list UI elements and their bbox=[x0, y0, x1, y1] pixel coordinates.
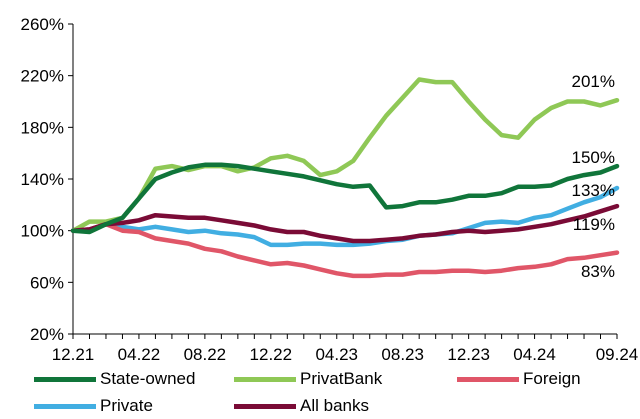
legend-swatch-state-owned bbox=[34, 376, 96, 382]
y-tick-label: 180% bbox=[21, 118, 64, 137]
series-lines bbox=[70, 77, 620, 279]
series-line-state-owned bbox=[70, 162, 620, 235]
x-axis: 12.21 04.22 08.22 12.22 04.23 08.23 12.23 04.24… bbox=[52, 333, 639, 364]
x-tick-label: 04.24 bbox=[513, 345, 556, 364]
x-tick-label: 04.22 bbox=[118, 345, 161, 364]
legend-label-foreign: Foreign bbox=[523, 369, 581, 388]
x-tick-label: 12.21 bbox=[52, 345, 95, 364]
legend-swatch-all-banks bbox=[234, 403, 296, 409]
x-tick-label: 04.23 bbox=[315, 345, 358, 364]
end-label-all-banks: 119% bbox=[573, 215, 615, 234]
legend-swatch-foreign bbox=[457, 376, 519, 382]
legend-item-state-owned: State-owned bbox=[34, 368, 195, 390]
y-axis: 20% 60% 100% 140% 180% 220% 260% bbox=[21, 15, 74, 344]
legend-swatch-privatbank bbox=[234, 376, 296, 382]
y-tick-label: 140% bbox=[21, 170, 64, 189]
series-line-private bbox=[70, 185, 620, 248]
series-line-privatbank bbox=[70, 77, 620, 233]
legend-item-private: Private bbox=[34, 395, 153, 417]
end-label-state-owned: 150% bbox=[572, 148, 615, 167]
end-label-foreign: 83% bbox=[581, 262, 615, 281]
series-line-all-banks bbox=[70, 203, 620, 244]
legend-label-all-banks: All banks bbox=[300, 396, 369, 415]
legend-item-foreign: Foreign bbox=[457, 368, 581, 390]
y-tick-label: 220% bbox=[21, 67, 64, 86]
x-tick-label: 09.24 bbox=[596, 345, 639, 364]
x-tick-label: 08.22 bbox=[184, 345, 227, 364]
x-tick-label: 12.22 bbox=[250, 345, 293, 364]
legend-swatch-private bbox=[34, 403, 96, 409]
y-tick-label: 260% bbox=[21, 15, 64, 34]
series-line-foreign bbox=[70, 221, 620, 279]
x-tick-label: 12.23 bbox=[447, 345, 490, 364]
legend-label-privatbank: PrivatBank bbox=[300, 369, 383, 388]
legend-item-all-banks: All banks bbox=[234, 395, 369, 417]
legend-label-private: Private bbox=[100, 396, 153, 415]
legend-label-state-owned: State-owned bbox=[100, 369, 196, 388]
legend-item-privatbank: PrivatBank bbox=[234, 368, 382, 390]
end-label-private: 133% bbox=[572, 181, 615, 200]
legend: State-owned PrivatBank Foreign Private A… bbox=[0, 368, 640, 419]
y-tick-label: 60% bbox=[30, 273, 64, 292]
y-tick-label: 20% bbox=[30, 325, 64, 344]
end-labels: 150% 201% 83% 133% 119% bbox=[572, 72, 615, 281]
end-label-privatbank: 201% bbox=[572, 72, 615, 91]
y-tick-label: 100% bbox=[21, 222, 64, 241]
x-tick-label: 08.23 bbox=[381, 345, 424, 364]
